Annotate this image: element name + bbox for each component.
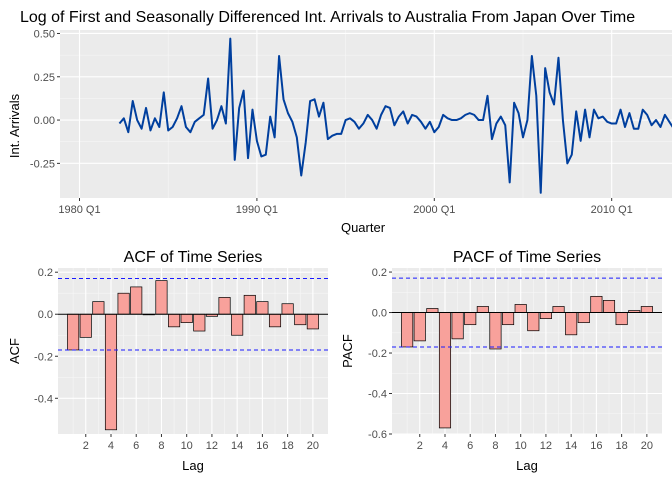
y-tick-label: 0.00 (34, 115, 55, 127)
x-tick-label: 18 (616, 440, 628, 452)
bar (539, 312, 552, 319)
x-tick-label: 14 (565, 440, 577, 452)
x-tick-label: 2000 Q1 (413, 204, 455, 216)
acf-x-axis-label: Lag (182, 458, 204, 473)
x-tick-label: 12 (540, 440, 552, 452)
bar (615, 312, 628, 326)
x-tick-label: 16 (590, 440, 602, 452)
y-tick-label: 0.50 (34, 28, 55, 40)
x-tick-label: 6 (467, 440, 473, 452)
x-tick-label: 14 (231, 440, 243, 452)
bar (92, 301, 105, 315)
bar (180, 313, 193, 323)
y-tick-label: 0.0 (38, 309, 53, 321)
bar (218, 297, 231, 315)
x-tick-label: 10 (181, 440, 193, 452)
time-series-x-axis-label: Quarter (341, 220, 386, 235)
pacf-axis-ticks: -0.6 -0.4 -0.2 0.0 0.2 2 4 6 8 10 12 14 16 18 20 (368, 267, 653, 452)
pacf-bars (401, 295, 653, 429)
bar (476, 306, 489, 313)
x-tick-label: 2010 Q1 (591, 204, 633, 216)
bar (243, 294, 256, 315)
bar (489, 312, 502, 350)
x-tick-label: 12 (206, 440, 218, 452)
time-series-axis-ticks: -0.25 0.00 0.25 0.50 1980 Q1 1990 Q1 2000 Q1 20… (30, 28, 633, 216)
pacf-panel: -0.6 -0.4 -0.2 0.0 0.2 2 4 6 8 10 12 14 16 18 20 PACF … (340, 249, 662, 473)
acf-panel: -0.4 -0.2 0.0 0.2 2 4 6 8 10 12 14 16 18 20 ACF of Ti… (7, 249, 328, 473)
bar (306, 313, 319, 330)
bar (281, 303, 294, 315)
bar (464, 312, 477, 326)
x-tick-label: 6 (133, 440, 139, 452)
time-series-panel: -0.25 0.00 0.25 0.50 1980 Q1 1990 Q1 2000 Q1 20… (7, 9, 672, 235)
y-tick-label: -0.6 (368, 429, 387, 441)
pacf-plot-background (392, 268, 662, 434)
x-tick-label: 1980 Q1 (58, 204, 100, 216)
pacf-confidence-lines (392, 277, 662, 348)
bar (117, 292, 130, 315)
acf-plot-background (58, 268, 328, 434)
time-series-gridlines (60, 30, 672, 198)
bar (168, 313, 181, 328)
bar (527, 312, 540, 332)
bar (565, 312, 578, 336)
x-tick-label: 10 (515, 440, 527, 452)
time-series-line (118, 37, 672, 194)
acf-title: ACF of Time Series (124, 249, 263, 266)
pacf-x-axis-label: Lag (516, 458, 538, 473)
bar (256, 301, 269, 315)
y-tick-label: -0.25 (30, 158, 55, 170)
bar (577, 312, 590, 324)
bar (193, 313, 206, 332)
x-tick-label: 1990 Q1 (236, 204, 278, 216)
x-tick-label: 2 (83, 440, 89, 452)
acf-axis-ticks: -0.4 -0.2 0.0 0.2 2 4 6 8 10 12 14 16 18 20 (34, 267, 319, 452)
x-tick-label: 18 (282, 440, 294, 452)
pacf-y-axis-label: PACF (340, 334, 355, 368)
pacf-title: PACF of Time Series (453, 249, 601, 266)
bar (79, 313, 92, 338)
bar (426, 308, 439, 313)
y-tick-label: 0.2 (38, 267, 53, 279)
y-tick-label: -0.4 (368, 389, 387, 401)
bar (155, 280, 168, 315)
x-tick-label: 4 (108, 440, 114, 452)
x-tick-label: 20 (307, 440, 319, 452)
bar (413, 312, 426, 342)
bar (268, 313, 282, 328)
y-tick-label: -0.2 (368, 348, 387, 360)
bar (502, 312, 515, 326)
acf-y-axis-label: ACF (7, 338, 22, 364)
y-tick-label: 0.0 (372, 308, 387, 320)
bar (294, 313, 307, 326)
bar (451, 312, 464, 340)
bar (104, 313, 118, 431)
x-tick-label: 8 (158, 440, 164, 452)
x-tick-label: 4 (442, 440, 448, 452)
y-tick-label: -0.4 (34, 393, 53, 405)
bar (67, 313, 80, 351)
acf-confidence-lines (58, 278, 328, 351)
time-series-title: Log of First and Seasonally Differenced … (20, 9, 635, 26)
y-tick-label: 0.2 (372, 267, 387, 279)
bar (640, 306, 653, 313)
x-tick-label: 16 (256, 440, 268, 452)
bar (401, 312, 414, 348)
bar (231, 313, 244, 336)
bar (514, 304, 527, 313)
y-tick-label: 0.25 (34, 72, 55, 84)
bar (552, 306, 565, 313)
x-tick-label: 8 (492, 440, 498, 452)
time-series-y-axis-label: Int. Arrivals (7, 93, 22, 158)
x-tick-label: 2 (417, 440, 423, 452)
bar (590, 295, 603, 313)
bar (602, 300, 616, 313)
bar (130, 286, 143, 315)
x-tick-label: 20 (641, 440, 653, 452)
y-tick-label: -0.2 (34, 351, 53, 363)
bar (438, 312, 452, 429)
